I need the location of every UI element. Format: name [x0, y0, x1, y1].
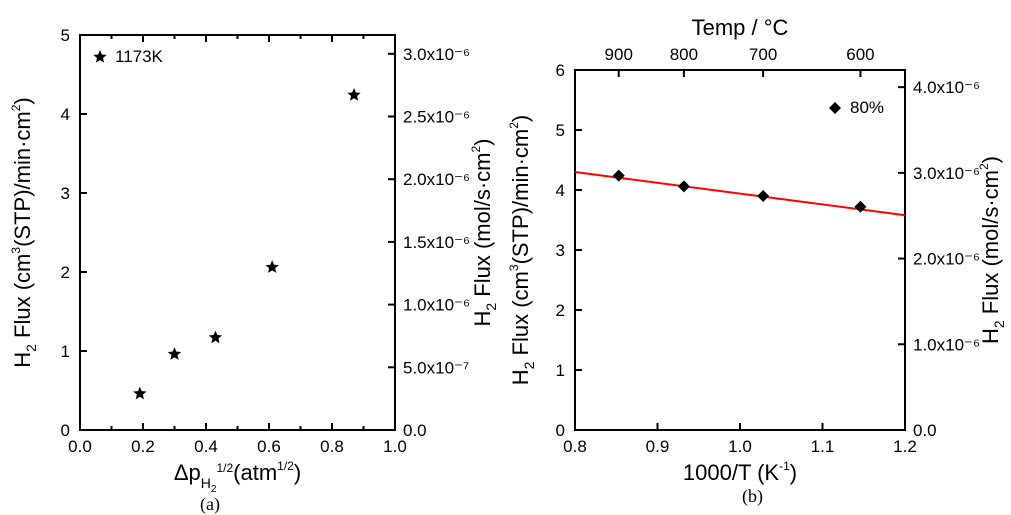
y-left-axis-label: H2 Flux (cm3(STP)/min·cm2): [9, 97, 39, 368]
plot-frame: [80, 35, 395, 430]
xtick-label: 1.1: [811, 437, 835, 456]
data-point-diamond: [854, 201, 866, 213]
xtick-label: 0.6: [257, 437, 281, 456]
y2tick-label: 5.0x10⁻⁷: [403, 358, 469, 377]
y2tick-label: 1.0x10⁻⁶: [913, 335, 980, 354]
data-point-diamond: [757, 190, 769, 202]
xtick-label: 0.0: [68, 437, 92, 456]
ytick-label: 3: [556, 241, 565, 260]
legend-label: 80%: [850, 98, 884, 117]
data-point-star: [209, 331, 222, 344]
top-xtick-label: 700: [749, 45, 777, 64]
top-xtick-label: 900: [605, 45, 633, 64]
panel-b: 0.80.91.01.11.2900800700600Temp / °C0123…: [500, 0, 1011, 514]
ytick-label: 0: [556, 421, 565, 440]
plot-frame: [575, 70, 905, 430]
y2tick-label: 3.0x10⁻⁶: [913, 164, 980, 183]
data-point-diamond: [678, 180, 690, 192]
ytick-label: 1: [61, 342, 70, 361]
y2tick-label: 2.5x10⁻⁶: [403, 108, 470, 127]
fit-line: [575, 172, 905, 215]
y2tick-label: 0.0: [403, 421, 427, 440]
xtick-label: 0.2: [131, 437, 155, 456]
legend-diamond-icon: [829, 102, 841, 114]
y2tick-label: 1.5x10⁻⁶: [403, 233, 470, 252]
legend-label: 1173K: [115, 47, 164, 66]
y2tick-label: 4.0x10⁻⁶: [913, 78, 980, 97]
data-point-star: [133, 387, 146, 400]
ytick-label: 2: [61, 263, 70, 282]
ytick-label: 5: [61, 26, 70, 45]
legend-star-icon: [93, 50, 106, 63]
xtick-label: 0.8: [563, 437, 587, 456]
y2tick-label: 2.0x10⁻⁶: [913, 250, 980, 269]
panel-a: 0.00.20.40.60.81.00123450.05.0x10⁻⁷1.0x1…: [0, 0, 500, 514]
y-left-axis-label: H2 Flux (cm3(STP)/min·cm2): [507, 115, 537, 386]
ytick-label: 3: [61, 184, 70, 203]
xtick-label: 0.8: [320, 437, 344, 456]
x-axis-label: 1000/T (K-1): [683, 459, 797, 485]
y-right-axis-label: H2 Flux (mol/s·cm2): [469, 138, 499, 326]
y-right-axis-label: H2 Flux (mol/s·cm2): [977, 156, 1007, 344]
y2tick-label: 2.0x10⁻⁶: [403, 170, 470, 189]
ytick-label: 5: [556, 121, 565, 140]
xtick-label: 0.4: [194, 437, 218, 456]
data-point-star: [265, 260, 278, 273]
ytick-label: 1: [556, 361, 565, 380]
panel-a-caption: (a): [200, 494, 220, 515]
ytick-label: 4: [61, 105, 70, 124]
ytick-label: 0: [61, 421, 70, 440]
xtick-label: 0.9: [646, 437, 670, 456]
y2tick-label: 0.0: [913, 421, 937, 440]
ytick-label: 2: [556, 301, 565, 320]
top-xtick-label: 800: [670, 45, 698, 64]
ytick-label: 4: [556, 181, 565, 200]
panel-b-caption: (b): [742, 486, 763, 507]
y2tick-label: 1.0x10⁻⁶: [403, 296, 470, 315]
y2tick-label: 3.0x10⁻⁶: [403, 45, 470, 64]
top-x-axis-label: Temp / °C: [692, 15, 789, 40]
x-axis-label: ΔpH21/2(atm1/2): [174, 459, 301, 495]
data-point-star: [347, 88, 360, 101]
ytick-label: 6: [556, 61, 565, 80]
data-point-star: [168, 347, 181, 360]
data-point-diamond: [613, 170, 625, 182]
xtick-label: 1.0: [728, 437, 752, 456]
top-xtick-label: 600: [846, 45, 874, 64]
